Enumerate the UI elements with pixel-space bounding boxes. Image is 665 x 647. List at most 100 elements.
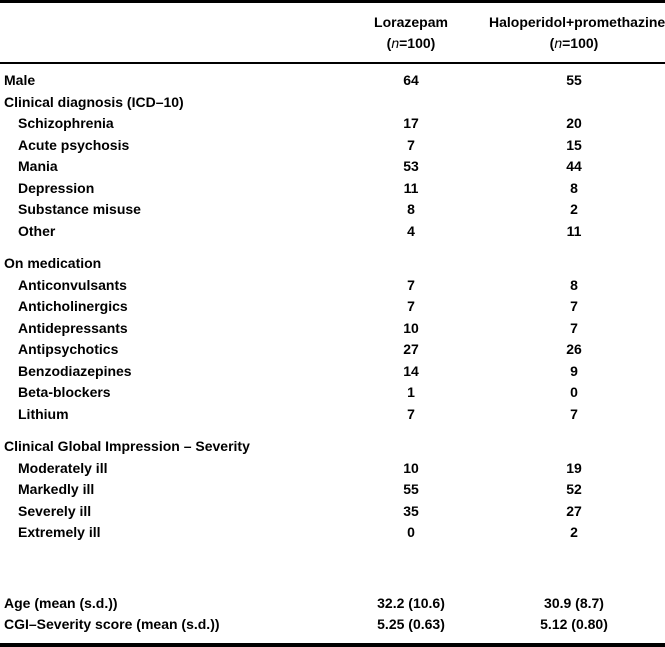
column-header-haloperidol-promethazine: Haloperidol+promethazine (n=100)	[489, 12, 665, 62]
value-haloperidol-promethazine: 55	[566, 72, 582, 88]
row-label: Male	[4, 72, 36, 88]
value-haloperidol-promethazine: 2	[570, 201, 578, 217]
row-label: Depression	[18, 179, 95, 196]
row-label: Schizophrenia	[18, 115, 114, 131]
table-row: Antidepressants 10 7	[0, 318, 665, 340]
section-label: Clinical Global Impression – Severity	[4, 438, 250, 454]
value-haloperidol-promethazine: 7	[570, 298, 578, 314]
value-haloperidol-promethazine: 5.12 (0.80)	[540, 616, 608, 632]
section-row: Clinical diagnosis (ICD–10)	[0, 92, 665, 114]
table-row: Markedly ill 55 52	[0, 479, 665, 501]
row-label: Antidepressants	[18, 319, 128, 336]
value-haloperidol-promethazine: 30.9 (8.7)	[544, 594, 604, 611]
table-body: Male 64 55 Clinical diagnosis (ICD–10) Schiz…	[0, 64, 665, 643]
value-lorazepam: 7	[407, 136, 415, 153]
row-label: Benzodiazepines	[18, 362, 132, 379]
value-lorazepam: 8	[407, 201, 415, 217]
column-n-haloperidol-promethazine: (n=100)	[549, 35, 599, 51]
row-label: Antipsychotics	[18, 341, 119, 357]
table-header: Lorazepam (n=100) Haloperidol+promethazi…	[0, 3, 665, 64]
table-row: Other 4 11	[0, 221, 665, 243]
value-haloperidol-promethazine: 52	[566, 481, 582, 497]
table-row: Acute psychosis 7 15	[0, 135, 665, 157]
value-haloperidol-promethazine: 7	[570, 405, 578, 422]
table-row: Severely ill 35 27	[0, 501, 665, 523]
section-label: Clinical diagnosis (ICD–10)	[4, 93, 184, 110]
table-row: Anticholinergics 7 7	[0, 296, 665, 318]
value-haloperidol-promethazine: 44	[566, 158, 582, 174]
value-haloperidol-promethazine: 27	[566, 502, 582, 519]
value-lorazepam: 7	[407, 405, 415, 422]
value-lorazepam: 10	[403, 319, 419, 336]
row-label: Anticholinergics	[18, 298, 128, 314]
table-row: Age (mean (s.d.)) 32.2 (10.6) 30.9 (8.7)	[0, 593, 665, 615]
table-row: Lithium 7 7	[0, 404, 665, 426]
row-label: Age (mean (s.d.))	[4, 594, 118, 611]
column-name-haloperidol-promethazine: Haloperidol+promethazine	[489, 14, 665, 30]
row-label: Moderately ill	[18, 459, 108, 476]
row-label: CGI–Severity score (mean (s.d.))	[4, 616, 220, 632]
table-row: Anticonvulsants 7 8	[0, 275, 665, 297]
spacer-row	[0, 242, 665, 253]
row-label: Markedly ill	[18, 481, 95, 497]
value-haloperidol-promethazine: 19	[566, 459, 582, 476]
spacer-row	[0, 425, 665, 436]
row-label: Mania	[18, 158, 58, 174]
value-lorazepam: 0	[407, 524, 415, 540]
row-label: Severely ill	[18, 502, 92, 519]
value-lorazepam: 55	[403, 481, 419, 497]
table-row: Mania 53 44	[0, 156, 665, 178]
value-lorazepam: 32.2 (10.6)	[377, 594, 445, 611]
row-label: Acute psychosis	[18, 136, 130, 153]
row-label: Lithium	[18, 405, 69, 422]
value-lorazepam: 35	[403, 502, 419, 519]
section-label: On medication	[4, 255, 102, 271]
value-haloperidol-promethazine: 2	[570, 524, 578, 540]
value-haloperidol-promethazine: 11	[566, 222, 582, 239]
table-row: CGI–Severity score (mean (s.d.)) 5.25 (0.…	[0, 614, 665, 636]
table-row: Depression 11 8	[0, 178, 665, 200]
column-header-lorazepam: Lorazepam (n=100)	[333, 12, 489, 62]
value-lorazepam: 5.25 (0.63)	[377, 616, 445, 632]
column-n-lorazepam: (n=100)	[386, 35, 436, 51]
table-row: Antipsychotics 27 26	[0, 339, 665, 361]
value-lorazepam: 7	[407, 298, 415, 314]
value-lorazepam: 17	[403, 115, 419, 131]
value-haloperidol-promethazine: 0	[570, 384, 578, 400]
value-lorazepam: 4	[407, 222, 415, 239]
value-haloperidol-promethazine: 8	[570, 179, 578, 196]
table-row: Extremely ill 0 2	[0, 522, 665, 544]
table-row: Male 64 55	[0, 70, 665, 92]
section-row: On medication	[0, 253, 665, 275]
value-haloperidol-promethazine: 8	[570, 276, 578, 293]
row-label: Anticonvulsants	[18, 276, 127, 293]
table-row: Schizophrenia 17 20	[0, 113, 665, 135]
value-haloperidol-promethazine: 9	[570, 362, 578, 379]
table-row: Substance misuse 8 2	[0, 199, 665, 221]
value-lorazepam: 10	[403, 459, 419, 476]
row-label: Substance misuse	[18, 201, 141, 217]
value-haloperidol-promethazine: 20	[566, 115, 582, 131]
value-lorazepam: 11	[403, 179, 419, 196]
table-row: Beta-blockers 1 0	[0, 382, 665, 404]
spacer-row	[0, 544, 665, 593]
value-lorazepam: 14	[403, 362, 419, 379]
value-haloperidol-promethazine: 26	[566, 341, 582, 357]
table-row: Benzodiazepines 14 9	[0, 361, 665, 383]
value-haloperidol-promethazine: 15	[566, 136, 582, 153]
value-lorazepam: 7	[407, 276, 415, 293]
row-label: Extremely ill	[18, 524, 101, 540]
value-lorazepam: 53	[403, 158, 419, 174]
value-lorazepam: 27	[403, 341, 419, 357]
column-name-lorazepam: Lorazepam	[374, 14, 448, 30]
value-haloperidol-promethazine: 7	[570, 319, 578, 336]
row-label: Other	[18, 222, 56, 239]
row-label: Beta-blockers	[18, 384, 111, 400]
value-lorazepam: 1	[407, 384, 415, 400]
section-row: Clinical Global Impression – Severity	[0, 436, 665, 458]
table-row: Moderately ill 10 19	[0, 458, 665, 480]
value-lorazepam: 64	[403, 72, 419, 88]
header-label-spacer	[0, 12, 333, 62]
